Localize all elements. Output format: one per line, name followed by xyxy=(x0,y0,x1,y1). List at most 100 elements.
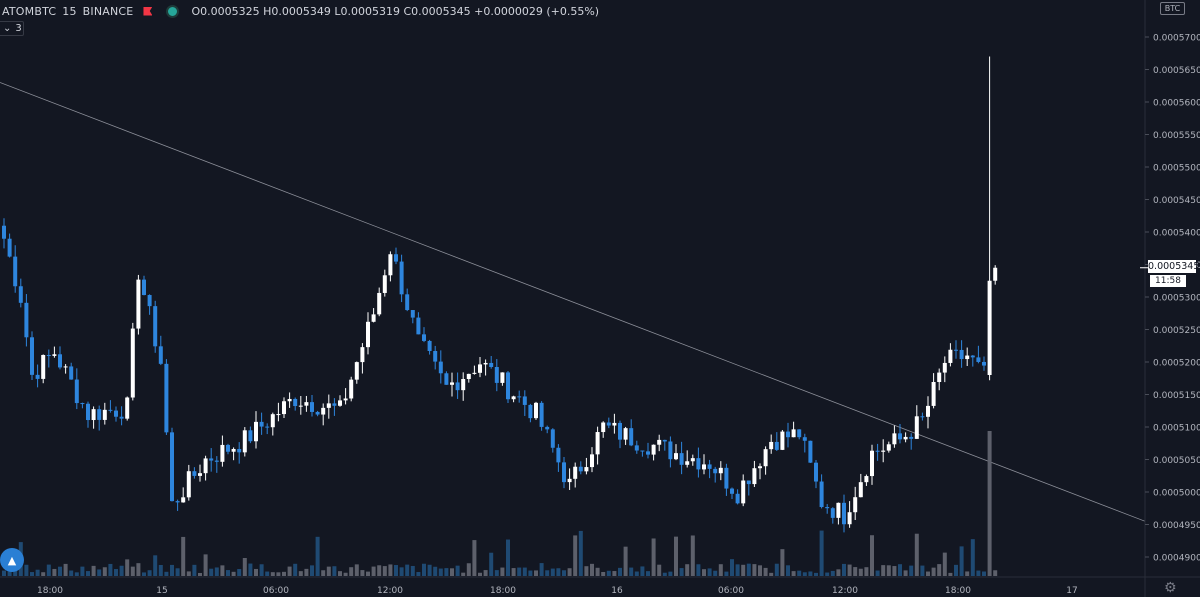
candle-body[interactable] xyxy=(63,366,68,368)
candle-body[interactable] xyxy=(321,407,326,415)
candle-body[interactable] xyxy=(730,488,734,494)
candle-body[interactable] xyxy=(931,382,936,406)
interval-label[interactable]: 15 xyxy=(62,4,77,18)
candle-body[interactable] xyxy=(489,362,494,368)
candle-body[interactable] xyxy=(332,403,337,406)
candle-body[interactable] xyxy=(18,286,23,303)
candle-body[interactable] xyxy=(634,445,639,451)
candle-body[interactable] xyxy=(338,400,342,406)
candle-body[interactable] xyxy=(24,302,29,338)
candle-body[interactable] xyxy=(304,402,309,406)
candle-body[interactable] xyxy=(494,367,499,383)
candle-body[interactable] xyxy=(903,436,908,440)
candle-body[interactable] xyxy=(153,306,158,347)
candle-body[interactable] xyxy=(52,354,57,356)
trendline[interactable] xyxy=(0,82,1146,522)
candle-body[interactable] xyxy=(746,480,751,485)
candle-body[interactable] xyxy=(886,444,891,451)
candle-body[interactable] xyxy=(450,382,454,385)
candle-body[interactable] xyxy=(282,401,286,415)
candle-body[interactable] xyxy=(186,471,191,498)
candle-body[interactable] xyxy=(735,493,740,504)
candle-body[interactable] xyxy=(629,428,634,446)
candle-body[interactable] xyxy=(685,461,690,465)
candle-body[interactable] xyxy=(41,355,46,379)
candle-body[interactable] xyxy=(86,403,90,421)
candle-body[interactable] xyxy=(942,362,947,373)
candle-body[interactable] xyxy=(556,447,561,463)
candle-body[interactable] xyxy=(254,421,258,442)
candle-body[interactable] xyxy=(920,416,925,418)
candle-body[interactable] xyxy=(769,441,774,450)
candle-body[interactable] xyxy=(220,444,225,462)
candle-body[interactable] xyxy=(114,410,118,417)
candle-body[interactable] xyxy=(293,398,298,407)
candle-body[interactable] xyxy=(853,497,858,513)
candle-body[interactable] xyxy=(987,280,992,375)
candle-body[interactable] xyxy=(662,439,667,442)
candle-body[interactable] xyxy=(142,279,146,296)
candle-body[interactable] xyxy=(763,449,768,467)
candle-body[interactable] xyxy=(276,414,281,416)
candle-body[interactable] xyxy=(578,466,583,472)
candle-body[interactable] xyxy=(948,349,953,363)
candle-body[interactable] xyxy=(136,279,141,329)
candle-body[interactable] xyxy=(388,254,393,276)
candle-body[interactable] xyxy=(612,422,617,426)
candle-body[interactable] xyxy=(91,409,96,421)
flag-icon[interactable] xyxy=(143,6,153,16)
candle-body[interactable] xyxy=(2,225,6,239)
candle-body[interactable] xyxy=(976,357,981,362)
candle-body[interactable] xyxy=(959,349,964,360)
candle-body[interactable] xyxy=(80,403,85,405)
candle-body[interactable] xyxy=(802,437,807,441)
candle-body[interactable] xyxy=(657,439,662,445)
candle-body[interactable] xyxy=(926,405,930,417)
candle-body[interactable] xyxy=(242,430,247,453)
candle-body[interactable] xyxy=(534,402,538,419)
candle-body[interactable] xyxy=(214,460,219,462)
candle-body[interactable] xyxy=(416,317,421,335)
candle-body[interactable] xyxy=(741,480,746,504)
candle-body[interactable] xyxy=(410,310,415,318)
candle-body[interactable] xyxy=(472,372,477,374)
candle-body[interactable] xyxy=(371,314,376,322)
candle-body[interactable] xyxy=(422,334,426,341)
candle-body[interactable] xyxy=(864,476,869,483)
candle-body[interactable] xyxy=(870,450,874,477)
candle-body[interactable] xyxy=(203,458,208,474)
candle-body[interactable] xyxy=(786,431,790,438)
candle-body[interactable] xyxy=(360,347,365,363)
candle-body[interactable] xyxy=(550,429,555,448)
candle-body[interactable] xyxy=(562,462,566,483)
candle-body[interactable] xyxy=(965,355,970,360)
candle-body[interactable] xyxy=(797,429,802,438)
candle-body[interactable] xyxy=(209,458,214,461)
candle-body[interactable] xyxy=(640,450,645,452)
candle-body[interactable] xyxy=(226,444,230,452)
candle-body[interactable] xyxy=(58,354,62,368)
candle-body[interactable] xyxy=(349,379,354,399)
candle-body[interactable] xyxy=(483,362,488,365)
candle-body[interactable] xyxy=(478,364,482,373)
candle-body[interactable] xyxy=(601,422,606,433)
candle-body[interactable] xyxy=(713,468,718,474)
candle-body[interactable] xyxy=(461,379,466,391)
candle-body[interactable] xyxy=(164,363,169,433)
candle-body[interactable] xyxy=(427,340,432,351)
candle-body[interactable] xyxy=(573,466,578,479)
candle-body[interactable] xyxy=(506,372,510,400)
candle-body[interactable] xyxy=(310,402,314,412)
candle-body[interactable] xyxy=(892,433,897,445)
candle-body[interactable] xyxy=(147,295,152,307)
candle-body[interactable] xyxy=(545,426,550,430)
candle-body[interactable] xyxy=(780,431,785,450)
gear-icon[interactable]: ⚙ xyxy=(1164,580,1177,596)
candle-body[interactable] xyxy=(914,416,919,439)
candle-body[interactable] xyxy=(97,409,102,420)
candle-body[interactable] xyxy=(46,355,51,357)
candle-body[interactable] xyxy=(825,507,830,509)
candle-body[interactable] xyxy=(651,444,656,455)
candle-body[interactable] xyxy=(394,254,398,262)
candle-body[interactable] xyxy=(646,451,650,455)
